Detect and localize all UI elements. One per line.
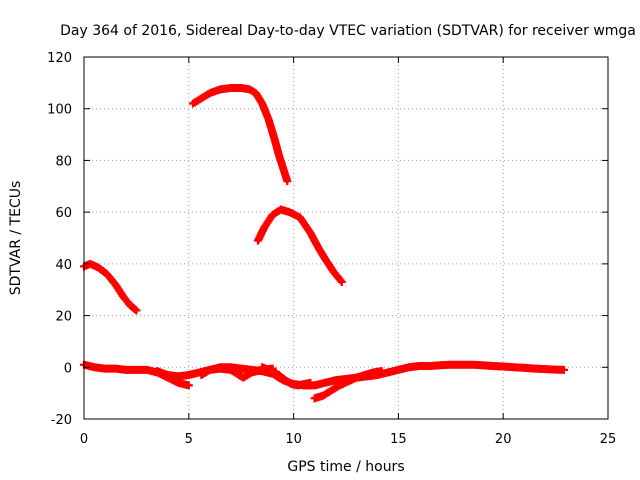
chart-title: Day 364 of 2016, Sidereal Day-to-day VTE… bbox=[60, 23, 636, 39]
series-arc-9 bbox=[310, 367, 386, 403]
data-point bbox=[283, 177, 292, 186]
data-point bbox=[377, 367, 386, 376]
y-tick-label: 80 bbox=[55, 154, 72, 169]
data-point bbox=[559, 365, 568, 374]
series-arc-8 bbox=[258, 363, 315, 390]
grid bbox=[84, 57, 608, 419]
data-point bbox=[132, 306, 141, 315]
y-tick-label: 20 bbox=[55, 310, 72, 325]
data-points bbox=[80, 84, 568, 403]
data-point bbox=[337, 277, 346, 286]
data-point bbox=[306, 378, 315, 387]
x-tick-label: 20 bbox=[495, 432, 512, 447]
y-tick-label: 40 bbox=[55, 258, 72, 273]
data-point bbox=[336, 276, 345, 285]
y-tick-label: 0 bbox=[64, 361, 72, 376]
y-tick-label: -20 bbox=[51, 413, 72, 428]
y-axis-label: SDTVAR / TECUs bbox=[8, 181, 24, 296]
data-point bbox=[184, 381, 193, 390]
axis-ticks bbox=[83, 56, 609, 420]
plot-frame bbox=[83, 56, 609, 420]
x-tick-label: 25 bbox=[600, 432, 617, 447]
series-arc-6 bbox=[425, 360, 568, 374]
y-tick-label: 120 bbox=[47, 51, 72, 66]
x-tick-label: 0 bbox=[80, 432, 88, 447]
x-tick-label: 10 bbox=[285, 432, 302, 447]
series-arc-2 bbox=[188, 84, 292, 186]
y-tick-label: 100 bbox=[47, 103, 72, 118]
x-axis-label: GPS time / hours bbox=[287, 459, 404, 475]
series-arc-3 bbox=[253, 205, 346, 286]
x-tick-label: 15 bbox=[390, 432, 407, 447]
series-arc-1 bbox=[80, 259, 141, 315]
y-tick-label: 60 bbox=[55, 206, 72, 221]
x-tick-label: 5 bbox=[185, 432, 193, 447]
tick-labels: 0 5 10 15 20 25 -20 0 20 40 60 80 100 120 bbox=[47, 51, 616, 447]
